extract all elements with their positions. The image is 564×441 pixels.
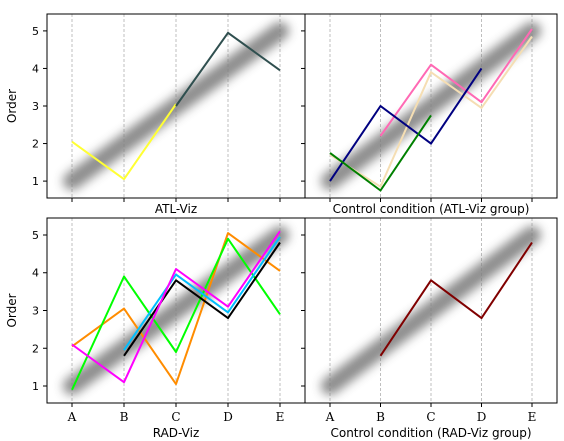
- plot-area: [321, 21, 541, 192]
- panel-control-rad: A B C D E Control condition (RAD-Viz group): [301, 217, 558, 440]
- x-tick-label: E: [528, 410, 537, 424]
- series-line-2: [379, 28, 533, 137]
- series-line-4: [123, 236, 281, 351]
- plot-area: [63, 21, 289, 191]
- series-line-1: [379, 241, 533, 357]
- x-tick-label: D: [223, 410, 233, 424]
- series-line-5: [71, 230, 281, 384]
- y-tick-label: 3: [32, 305, 39, 318]
- series-line-3: [329, 67, 483, 182]
- y-axis-label: Order: [5, 89, 19, 123]
- y-tick-label: 5: [32, 229, 39, 242]
- panel-control-atl: Control condition (ATL-Viz group): [301, 13, 558, 216]
- series-line-2: [175, 31, 281, 107]
- series-line-4: [329, 114, 432, 192]
- y-tick-label: 2: [32, 138, 39, 151]
- x-axis-label: Control condition (ATL-Viz group): [333, 202, 530, 216]
- panel-atl-viz: 1 2 3 4 5 ATL-Viz Order: [5, 13, 306, 216]
- x-tick-label: C: [426, 410, 435, 424]
- y-axis-label: Order: [5, 293, 19, 327]
- series-line-3: [123, 241, 281, 357]
- series-line-1: [71, 232, 281, 386]
- y-tick-label: 3: [32, 100, 39, 113]
- series-line-1: [71, 103, 177, 181]
- series-line-1: [329, 35, 533, 188]
- x-tick-label: B: [120, 410, 129, 424]
- diagonal-band: [321, 21, 541, 191]
- y-tick-label: 5: [32, 25, 39, 38]
- x-axis-label: ATL-Viz: [155, 202, 197, 216]
- x-tick-label: B: [376, 410, 385, 424]
- diagonal-band: [63, 225, 289, 396]
- plot-area: [63, 225, 289, 396]
- y-tick-label: 4: [32, 267, 39, 280]
- y-tick-label: 1: [32, 175, 39, 188]
- x-axis-label: Control condition (RAD-Viz group): [330, 426, 531, 440]
- diagonal-band: [321, 225, 541, 396]
- y-tick-label: 1: [32, 380, 39, 393]
- plot-area: [321, 225, 541, 396]
- panel-rad-viz: 1 2 3 4 5 A B C D E RAD-Viz Order: [5, 217, 306, 440]
- y-tick-label: 2: [32, 342, 39, 355]
- y-tick-label: 4: [32, 62, 39, 75]
- x-tick-label: E: [276, 410, 285, 424]
- x-tick-label: C: [171, 410, 180, 424]
- x-tick-label: A: [67, 410, 77, 424]
- series-line-2: [71, 237, 281, 391]
- x-tick-label: A: [325, 410, 335, 424]
- x-tick-label: D: [477, 410, 487, 424]
- x-axis-label: RAD-Viz: [153, 426, 200, 440]
